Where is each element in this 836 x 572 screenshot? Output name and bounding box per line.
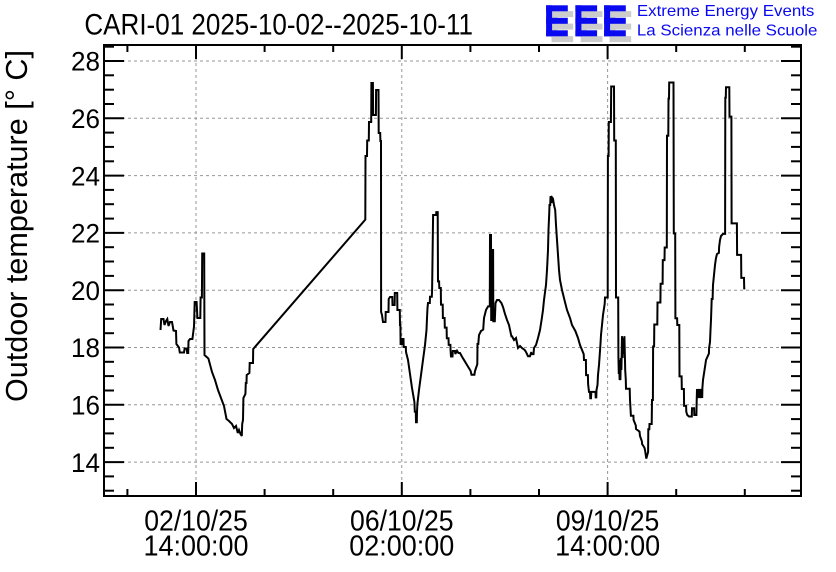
svg-text:26: 26 (71, 103, 100, 134)
svg-text:14:00:00: 14:00:00 (555, 531, 660, 563)
svg-text:28: 28 (71, 46, 100, 77)
svg-text:Extreme Energy Events: Extreme Energy Events (637, 3, 815, 20)
svg-text:02/10/25: 02/10/25 (144, 506, 248, 538)
svg-text:22: 22 (71, 218, 100, 249)
svg-text:14:00:00: 14:00:00 (144, 531, 249, 563)
svg-text:18: 18 (71, 332, 100, 363)
svg-text:14: 14 (71, 447, 100, 478)
svg-text:CARI-01 2025-10-02--2025-10-11: CARI-01 2025-10-02--2025-10-11 (84, 8, 473, 41)
svg-text:02:00:00: 02:00:00 (349, 531, 454, 563)
svg-text:Outdoor temperature [° C]: Outdoor temperature [° C] (0, 50, 34, 402)
svg-text:20: 20 (71, 275, 100, 306)
svg-text:09/10/25: 09/10/25 (556, 506, 660, 538)
svg-text:06/10/25: 06/10/25 (350, 506, 454, 538)
svg-text:24: 24 (71, 160, 100, 191)
svg-text:16: 16 (71, 390, 100, 421)
svg-text:La Scienza nelle Scuole: La Scienza nelle Scuole (637, 23, 818, 40)
